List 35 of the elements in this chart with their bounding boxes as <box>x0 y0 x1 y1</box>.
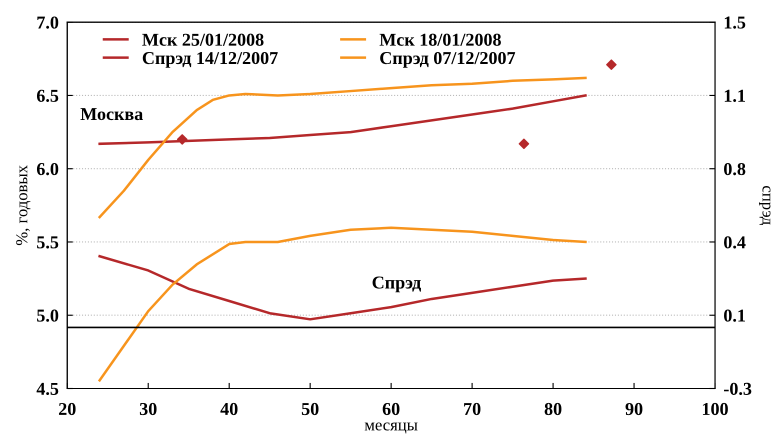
legend-label: Спрэд 14/12/2007 <box>142 52 278 68</box>
y-tick-label: 4.5 <box>36 382 58 396</box>
y-tick-label: 5.5 <box>37 236 58 248</box>
line-series <box>98 254 587 321</box>
y-tick-label: 6.5 <box>36 90 58 102</box>
legend-label: Спрэд 07/12/2007 <box>380 52 516 68</box>
y2-axis-title: спрэд <box>759 186 770 225</box>
y2-tick-label: 1.5 <box>724 16 746 29</box>
annotation: Москва <box>80 108 143 120</box>
x-tick-label: 50 <box>302 402 319 416</box>
line-series <box>98 226 587 382</box>
x-tick-label: 100 <box>702 402 728 416</box>
y-tick-label: 6.0 <box>36 162 58 176</box>
legend-label: Мск 18/01/2008 <box>380 34 501 46</box>
point <box>176 134 188 145</box>
y-tick-label: 7.0 <box>37 16 58 29</box>
y2-tick-label: 0.8 <box>724 162 746 176</box>
legend-label: Мск 25/01/2008 <box>142 34 264 46</box>
x-tick-label: 90 <box>626 402 642 416</box>
y-tick-label: 5.0 <box>37 309 58 322</box>
point <box>606 59 617 70</box>
x-tick-label: 40 <box>220 402 238 416</box>
x-tick-label: 70 <box>464 402 480 416</box>
point <box>518 138 530 150</box>
x-tick-label: 30 <box>140 402 157 416</box>
x-axis-title: месяцы <box>364 422 418 434</box>
y2-tick-label: 0.4 <box>724 236 746 248</box>
y2-tick-label: -0.3 <box>724 382 752 396</box>
y2-tick-label: 1.1 <box>724 90 745 102</box>
annotation: Спрэд <box>372 276 421 292</box>
x-tick-label: 80 <box>544 402 562 416</box>
x-tick-label: 20 <box>58 402 76 416</box>
y-axis-title: %, годовых <box>16 165 30 246</box>
y2-tick-label: 0.1 <box>724 309 745 322</box>
x-tick-label: 60 <box>382 402 400 416</box>
